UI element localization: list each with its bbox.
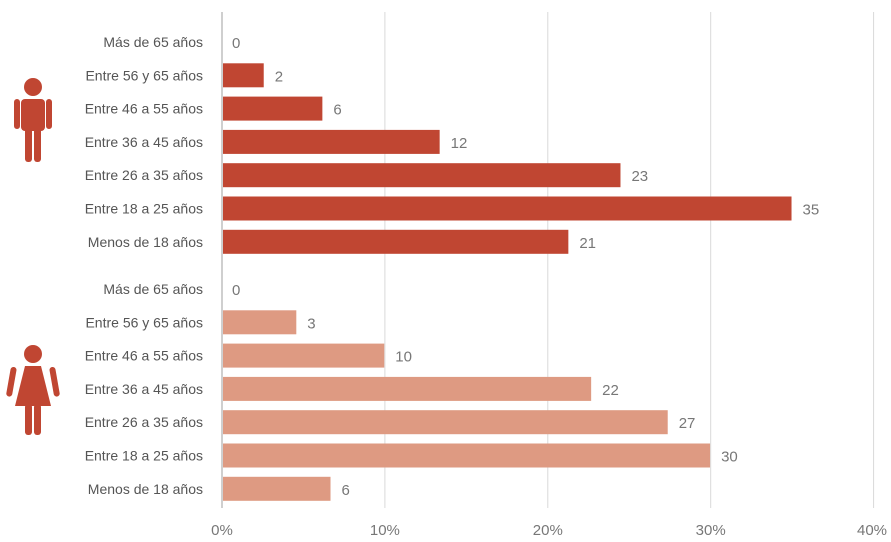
category-label: Entre 18 a 25 años [85, 201, 203, 217]
bar [223, 130, 440, 154]
x-tick-label: 10% [370, 522, 400, 539]
data-label: 35 [803, 202, 820, 219]
category-label: Entre 26 a 35 años [85, 167, 203, 183]
man-icon [14, 78, 52, 162]
category-label: Menos de 18 años [88, 234, 203, 250]
category-label: Menos de 18 años [88, 481, 203, 497]
data-label: 6 [342, 482, 350, 499]
bar [223, 410, 668, 434]
x-tick-label: 30% [696, 522, 726, 539]
data-label: 0 [232, 35, 240, 52]
data-label: 3 [307, 315, 315, 332]
data-label: 10 [395, 349, 412, 366]
data-label: 0 [232, 282, 240, 299]
category-label: Entre 46 a 55 años [85, 348, 203, 364]
category-label: Entre 36 a 45 años [85, 381, 203, 397]
bars [223, 63, 792, 501]
data-label: 27 [679, 415, 696, 432]
bar [223, 477, 331, 501]
x-tick-label: 0% [211, 522, 233, 539]
bar [223, 97, 322, 121]
woman-icon [6, 345, 60, 435]
category-label: Entre 26 a 35 años [85, 414, 203, 430]
x-axis-ticks: 0% 10% 20% 30% 40% [211, 522, 887, 539]
bar [223, 344, 384, 368]
category-label: Entre 56 y 65 años [85, 314, 203, 330]
data-label: 23 [631, 168, 648, 185]
bar [223, 63, 264, 87]
bar [223, 230, 568, 254]
category-label: Entre 46 a 55 años [85, 101, 203, 117]
data-label: 2 [275, 68, 283, 85]
bar [223, 163, 620, 187]
x-tick-label: 20% [533, 522, 563, 539]
data-label: 22 [602, 382, 619, 399]
x-tick-label: 40% [857, 522, 887, 539]
data-label: 12 [451, 135, 468, 152]
category-label: Entre 18 a 25 años [85, 448, 203, 464]
bar [223, 310, 296, 334]
bar [223, 444, 710, 468]
category-label: Entre 56 y 65 años [85, 67, 203, 83]
category-label: Entre 36 a 45 años [85, 134, 203, 150]
category-label: Más de 65 años [103, 34, 203, 50]
data-label: 6 [333, 102, 341, 119]
data-label: 21 [579, 235, 596, 252]
bar [223, 197, 792, 221]
bar [223, 377, 591, 401]
data-label: 30 [721, 449, 738, 466]
category-label: Más de 65 años [103, 281, 203, 297]
